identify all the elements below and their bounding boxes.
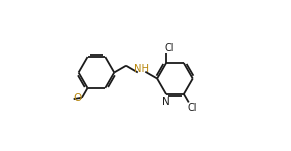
Text: O: O [73,93,81,103]
Text: Cl: Cl [187,103,196,113]
Text: N: N [162,97,170,107]
Text: Cl: Cl [164,43,173,53]
Text: NH: NH [134,64,149,74]
